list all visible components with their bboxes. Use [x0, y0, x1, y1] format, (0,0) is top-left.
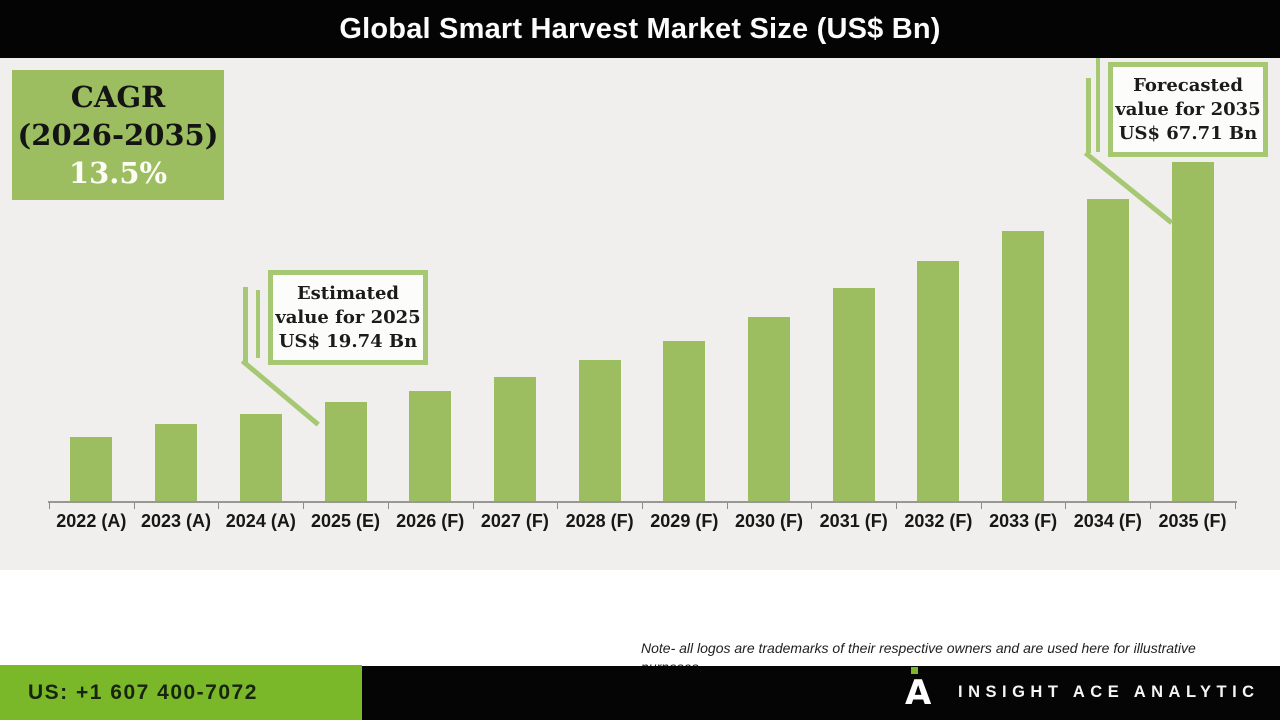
x-label-2035-f: 2035 (F) [1158, 511, 1227, 531]
x-label-2025-e: 2025 (E) [310, 511, 381, 531]
axis-tick [1234, 503, 1236, 509]
bar-2035-f [1171, 162, 1214, 501]
title-bar: Global Smart Harvest Market Size (US$ Bn… [0, 0, 1280, 58]
estimated-callout-line2: value for 2025 [275, 306, 421, 328]
x-axis-line [48, 501, 1237, 503]
axis-tick [1150, 503, 1152, 509]
bar-2022-a [70, 437, 113, 501]
x-label-2026-f: 2026 (F) [396, 511, 465, 531]
x-label-2031-f: 2031 (F) [819, 511, 888, 531]
x-label-2029-f: 2029 (F) [650, 511, 719, 531]
bar-2029-f [663, 341, 706, 501]
forecast-callout-line1: Forecasted [1133, 74, 1243, 96]
x-label-2030-f: 2030 (F) [734, 511, 804, 531]
axis-tick [387, 503, 389, 509]
logo-letter-a: A [905, 673, 932, 713]
axis-tick [726, 503, 728, 509]
bar-2031-f [832, 288, 875, 501]
bar-2023-a [155, 424, 197, 501]
x-label-2022-a: 2022 (A) [56, 511, 127, 531]
estimated-value-callout: Estimated value for 2025 US$ 19.74 Bn [268, 270, 428, 365]
cagr-period: (2026-2035) [17, 118, 219, 152]
axis-tick [1065, 503, 1067, 509]
forecast-callout-line2: value for 2035 [1115, 98, 1261, 120]
estimated-callout-bracket-line [243, 287, 248, 363]
bar-2034-f [1086, 199, 1129, 501]
insight-ace-logo-icon: A [905, 667, 939, 713]
axis-tick [641, 503, 643, 509]
bar-2024-a [239, 414, 282, 501]
axis-tick [980, 503, 982, 509]
forecast-value-callout: Forecasted value for 2035 US$ 67.71 Bn [1108, 62, 1268, 157]
forecast-callout-bracket-line [1086, 78, 1091, 153]
axis-tick [49, 503, 50, 509]
axis-tick [811, 503, 813, 509]
axis-tick [896, 503, 897, 509]
brand-name: INSIGHT ACE ANALYTIC [958, 683, 1260, 701]
axis-tick [303, 503, 305, 509]
axis-tick [218, 503, 220, 509]
bar-2026-f [409, 391, 452, 501]
contributors-strip: Market Contributors: Dogtooth advanced.f… [0, 570, 1280, 665]
axis-tick [133, 503, 135, 509]
x-label-2027-f: 2027 (F) [480, 511, 549, 531]
x-label-2023-a: 2023 (A) [140, 511, 212, 531]
x-label-2024-a: 2024 (A) [225, 511, 296, 531]
bar-2030-f [748, 317, 790, 501]
x-label-2033-f: 2033 (F) [989, 511, 1058, 531]
x-label-2034-f: 2034 (F) [1073, 511, 1142, 531]
cagr-badge: CAGR (2026-2035) 13.5% [12, 70, 224, 200]
cagr-value: 13.5% [68, 156, 168, 190]
bar-2033-f [1002, 231, 1045, 501]
estimated-callout-line1: Estimated [296, 282, 400, 304]
forecast-callout-bracket-line [1096, 58, 1100, 152]
estimated-callout-value: US$ 19.74 Bn [278, 330, 418, 352]
bar-2028-f [578, 360, 621, 501]
forecast-callout-value: US$ 67.71 Bn [1118, 122, 1258, 144]
bar-2025-e [324, 402, 367, 501]
x-label-2028-f: 2028 (F) [565, 511, 634, 531]
chart-area: CAGR (2026-2035) 13.5% 2022 (A) 2023 (A) 2… [0, 58, 1280, 570]
axis-tick [557, 503, 559, 509]
logo-green-dot [911, 667, 918, 674]
footer-phone: US: +1 607 400-7072 [28, 680, 258, 704]
bar-2032-f [917, 261, 960, 501]
bar-2027-f [493, 377, 536, 501]
cagr-label: CAGR [70, 80, 166, 114]
x-label-2032-f: 2032 (F) [904, 511, 973, 531]
page-title: Global Smart Harvest Market Size (US$ Bn… [339, 12, 941, 45]
footer-phone-box: US: +1 607 400-7072 [0, 665, 362, 720]
estimated-callout-bracket-line [256, 290, 260, 358]
axis-tick [472, 503, 474, 509]
